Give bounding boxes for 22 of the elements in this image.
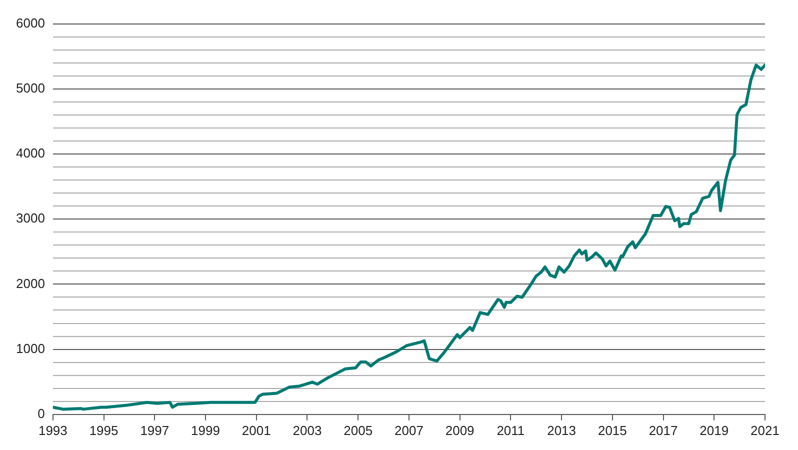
x-tick-label: 2015 (598, 422, 627, 438)
x-tick-label: 2013 (547, 422, 576, 438)
x-tick-label: 1999 (191, 422, 220, 438)
y-tick-label: 6000 (16, 15, 45, 30)
y-tick-label: 2000 (16, 276, 45, 291)
x-tick-label: 2003 (292, 422, 322, 438)
y-tick-label: 0 (38, 406, 45, 421)
x-tick-label: 2019 (700, 422, 729, 438)
x-tick-label: 2021 (750, 422, 780, 438)
x-tick-label: 2001 (242, 422, 271, 438)
x-tick-label: 2005 (344, 422, 373, 438)
x-tick-label: 1993 (38, 422, 68, 438)
y-tick-label: 4000 (16, 146, 45, 161)
y-tick-label: 5000 (16, 80, 45, 96)
x-tick-label: 2007 (394, 422, 424, 438)
y-tick-label: 1000 (16, 340, 45, 356)
x-tick-label: 2017 (648, 422, 678, 438)
x-tick-label: 1997 (140, 422, 170, 438)
x-tick-label: 1995 (89, 422, 118, 438)
x-tick-label: 2009 (445, 422, 474, 438)
y-tick-label: 3000 (16, 210, 45, 226)
x-tick-label: 2011 (496, 422, 525, 438)
